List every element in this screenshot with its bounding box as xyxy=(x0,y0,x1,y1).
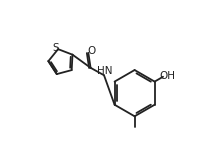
Text: HN: HN xyxy=(97,66,112,76)
Text: S: S xyxy=(52,43,59,53)
Text: O: O xyxy=(88,46,96,56)
Text: OH: OH xyxy=(159,71,175,81)
